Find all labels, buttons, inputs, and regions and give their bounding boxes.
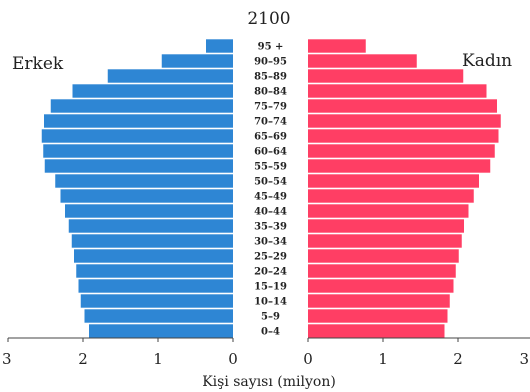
female-bar [308,144,495,158]
male-side-label: Erkek [12,54,64,74]
male-bar [89,324,233,338]
female-bar [308,219,464,233]
age-group-label: 40–44 [254,207,287,218]
left-tick-label: 1 [153,350,163,368]
male-bar [74,249,233,263]
female-side-label: Kadın [462,51,512,71]
left-tick-label: 2 [78,350,88,368]
right-tick-label: 2 [453,350,463,368]
male-bar [72,84,233,98]
age-group-label: 95 + [258,42,284,53]
male-bar [80,294,233,308]
male-bar [44,114,233,128]
female-bar [308,129,499,143]
male-bar [161,54,233,68]
age-group-label: 5–9 [261,312,280,323]
female-bar [308,54,417,68]
male-bar [78,279,233,293]
age-group-label: 35–39 [254,222,287,233]
age-group-label: 55–59 [254,162,287,173]
female-bar [308,69,464,83]
age-group-label: 45–49 [254,192,287,203]
right-tick-label: 3 [519,350,529,368]
male-bar [60,189,233,203]
female-bar [308,309,448,323]
female-bar [308,204,469,218]
x-axis-title: Kişi sayısı (milyon) [202,374,336,390]
male-bar [55,174,233,188]
female-bar [308,234,462,248]
left-tick-label: 0 [228,350,238,368]
female-bar [308,294,450,308]
right-tick-label: 1 [378,350,388,368]
female-bar [308,39,366,53]
right-tick-label: 0 [303,350,313,368]
age-group-label: 20–24 [254,267,287,278]
age-group-label: 75–79 [254,102,287,113]
male-bar [68,219,233,233]
female-bar [308,84,487,98]
age-group-labels: 0–4 5–9 10–14 15–19 20–24 25–29 30–34 35–39 40–4… [254,42,287,338]
age-group-label: 10–14 [254,297,287,308]
age-group-label: 50–54 [254,177,287,188]
x-axis-ticks: 3 2 1 0 0 1 2 3 [2,338,529,368]
male-bars [41,39,233,338]
age-group-label: 65–69 [254,132,287,143]
male-bar [206,39,233,53]
female-bar [308,159,491,173]
female-bar [308,249,459,263]
chart-title: 2100 [247,9,290,29]
female-bar [308,114,501,128]
male-bar [107,69,233,83]
age-group-label: 90–95 [254,57,287,68]
male-bar [41,129,233,143]
age-group-label: 30–34 [254,237,287,248]
age-group-label: 25–29 [254,252,287,263]
female-bar [308,279,454,293]
female-bars [308,39,501,338]
male-bar [44,159,233,173]
female-bar [308,99,497,113]
male-bar [65,204,233,218]
age-group-label: 0–4 [261,327,280,338]
left-tick-label: 3 [2,350,12,368]
female-bar [308,264,456,278]
age-group-label: 70–74 [254,117,287,128]
age-group-label: 15–19 [254,282,287,293]
female-bar [308,174,479,188]
age-group-label: 85–89 [254,72,287,83]
male-bar [50,99,233,113]
female-bar [308,189,474,203]
female-bar [308,324,445,338]
male-bar [71,234,233,248]
male-bar [43,144,233,158]
age-group-label: 80–84 [254,87,287,98]
age-group-label: 60–64 [254,147,287,158]
male-bar [76,264,233,278]
male-bar [84,309,233,323]
